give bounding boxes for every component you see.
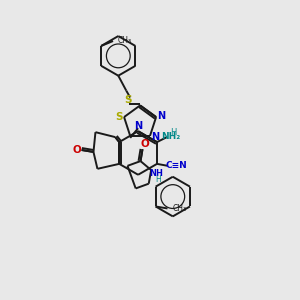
- Text: CH₃: CH₃: [172, 204, 187, 213]
- Text: N: N: [134, 121, 142, 131]
- Text: CH₃: CH₃: [118, 35, 132, 44]
- Text: N: N: [157, 111, 165, 121]
- Text: H: H: [170, 128, 176, 137]
- Text: H: H: [155, 176, 161, 184]
- Text: NH: NH: [149, 169, 163, 178]
- Text: S: S: [124, 95, 132, 106]
- Text: NH₂: NH₂: [161, 132, 181, 141]
- Text: O: O: [140, 139, 149, 149]
- Text: S: S: [116, 112, 123, 122]
- Text: C≡N: C≡N: [166, 161, 188, 170]
- Text: O: O: [72, 145, 81, 155]
- Text: N: N: [151, 132, 159, 142]
